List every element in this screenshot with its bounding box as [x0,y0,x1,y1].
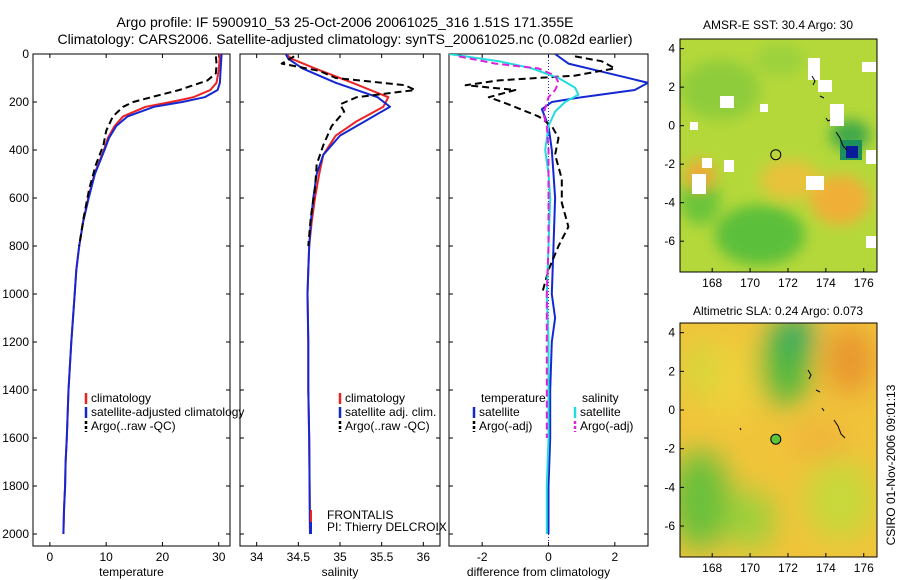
salinity-xtick-label: 35 [333,550,347,564]
salinity-series [280,54,416,535]
sst-map: AMSR-E SST: 30.4 Argo: 30 168 170 172 174 17… [664,18,878,290]
legend-climatology-label: climatology [91,391,151,405]
legend-diff-sal-satellite-label: satellite [580,405,621,419]
map-xtick-label: 172 [778,276,798,290]
legend-diff-temp-argo-label: Argo(-adj) [479,419,532,433]
salinity-panel: 34 34.5 35 35.5 36 salinity [239,53,441,579]
figure-title-line2: Climatology: CARS2006. Satellite-adjuste… [57,31,632,47]
legend-sal-argo-label: Argo(..raw -QC) [345,419,430,433]
map-ytick-label: 2 [668,80,675,94]
sst-map-float-marker [770,149,782,161]
sst-map-coastlines [811,75,848,151]
temperature-xlabel: temperature [99,565,164,579]
depth-tick-label: 200 [9,95,29,109]
depth-tick-label: 1200 [2,335,29,349]
map-ytick-label: 0 [668,403,675,417]
temperature-panel: 0 10 20 30 0 200 400 600 800 1000 1200 1400 1600 1800… [2,47,231,579]
salinity-series-argo-raw-qc- [280,55,416,247]
sst-map-frame [679,38,878,273]
timestamp-stamp: CSIRO 01-Nov-2006 09:01:13 [884,384,898,545]
difference-series-salinity-argo-adj- [458,55,560,438]
map-xtick-label: 172 [778,561,798,575]
salinity-series-satellite-adj-clim- [284,54,391,535]
map-ytick-label: 2 [668,364,675,378]
temperature-xtick-label: 30 [212,550,226,564]
difference-xtick-label: -2 [477,550,488,564]
salinity-xtick-label: 34.5 [287,550,311,564]
legend-argo-raw-label: Argo(..raw -QC) [91,419,176,433]
salinity-xtick-label: 35.5 [370,550,394,564]
sst-map-dark-spot [846,146,858,158]
temperature-xtick-label: 10 [99,550,113,564]
project-name-annotation: FRONTALIS [327,508,393,522]
depth-tick-label: 1400 [2,383,29,397]
legend-temperature-header: temperature [481,391,546,405]
sst-map-missing-data [690,58,876,248]
depth-tick-label: 2000 [2,527,29,541]
sst-map-field [680,45,870,265]
map-xtick-label: 176 [854,561,874,575]
depth-tick-label: 1000 [2,287,29,301]
map-xtick-label: 170 [740,276,760,290]
legend-satellite-adjusted-label: satellite-adjusted climatology [91,405,244,419]
map-ytick-label: -4 [664,196,675,210]
map-xtick-label: 168 [702,276,722,290]
difference-series [449,54,648,534]
depth-tick-label: 800 [9,239,29,253]
legend-sal-satellite-label: satellite adj. clim. [345,405,436,419]
depth-tick-label: 0 [22,47,29,61]
sst-map-title: AMSR-E SST: 30.4 Argo: 30 [703,18,853,32]
temperature-xtick-label: 20 [156,550,170,564]
difference-legend: temperature salinitysatelliteArgo(-adj)sa… [472,391,633,433]
pi-name-annotation: PI: Thierry DELCROIX [327,520,447,534]
map-ytick-label: 4 [668,42,675,56]
sla-map-coastlines [739,369,846,439]
depth-tick-label: 400 [9,143,29,157]
map-ytick-label: 0 [668,119,675,133]
depth-tick-label: 1600 [2,431,29,445]
temperature-series-argo-raw-qc- [78,56,218,247]
difference-series-temperature-argo-adj- [464,55,616,295]
salinity-axes-frame [239,53,441,547]
depth-tick-label: 600 [9,191,29,205]
legend-sal-climatology-label: climatology [345,391,405,405]
temperature-series [62,54,223,535]
legend-salinity-header: salinity [582,391,619,405]
sla-map-title: Altimetric SLA: 0.24 Argo: 0.073 [693,304,863,318]
salinity-xlabel: salinity [322,565,359,579]
map-xtick-label: 174 [816,561,836,575]
salinity-xtick-label: 34 [250,550,264,564]
map-xtick-label: 170 [740,561,760,575]
temperature-xtick-label: 0 [47,550,54,564]
map-ytick-label: -2 [664,442,675,456]
temperature-series-satellite-adjusted-climatology [62,54,223,535]
map-xtick-label: 168 [702,561,722,575]
map-xtick-label: 174 [816,276,836,290]
figure-title-line1: Argo profile: IF 5900910_53 25-Oct-2006 … [117,14,574,30]
map-ytick-label: -2 [664,157,675,171]
difference-xlabel: difference from climatology [467,565,610,579]
legend-diff-temp-satellite-label: satellite [479,405,520,419]
temperature-axes-frame [32,53,231,547]
map-ytick-label: 4 [668,326,675,340]
depth-tick-label: 1800 [2,479,29,493]
map-ytick-label: -4 [664,480,675,494]
map-ytick-label: -6 [664,519,675,533]
sla-map-field [680,323,875,550]
legend-diff-sal-argo-label: Argo(-adj) [580,419,633,433]
difference-series-salinity-satellite [449,54,580,534]
difference-xtick-label: 2 [611,550,618,564]
difference-xtick-label: 0 [545,550,552,564]
salinity-xtick-label: 36 [417,550,431,564]
map-ytick-label: -6 [664,234,675,248]
difference-series-temperature-satellite [540,54,648,534]
sla-map-frame [679,322,878,558]
map-xtick-label: 176 [854,276,874,290]
sla-map-float-marker [770,433,782,445]
sla-map: Altimetric SLA: 0.24 Argo: 0.073 168 170 1… [664,304,878,575]
